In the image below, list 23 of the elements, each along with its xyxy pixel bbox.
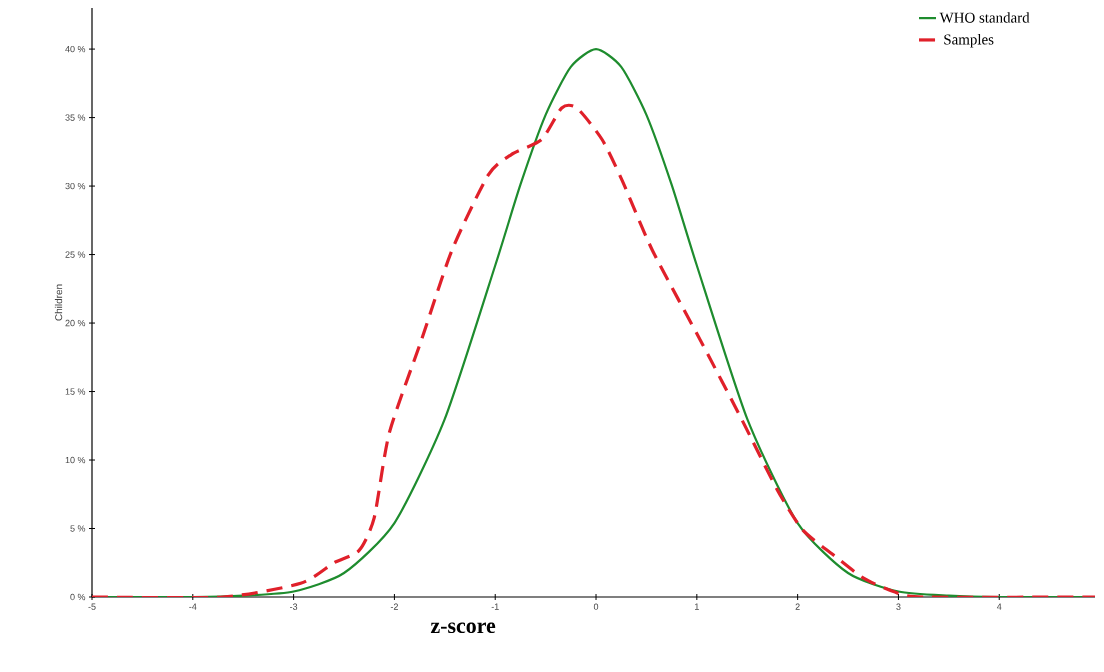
legend-label: WHO standard — [939, 12, 1030, 23]
legend-label: Samples — [944, 34, 994, 48]
x-tick-label: 0 — [593, 603, 599, 610]
y-tick-label: 40 % — [65, 45, 86, 53]
y-tick-label: 5 % — [70, 525, 86, 532]
y-tick-label: 15 % — [65, 388, 86, 395]
x-tick-label: -3 — [290, 603, 298, 610]
y-tick-label: 10 % — [65, 456, 86, 464]
y-tick-label: 25 % — [65, 251, 86, 258]
x-tick-label: 4 — [996, 603, 1002, 610]
x-axis-title: z-score — [430, 622, 496, 634]
x-tick-label: -5 — [88, 603, 96, 610]
x-tick-label: 3 — [896, 603, 901, 610]
x-tick-label: -2 — [390, 603, 398, 610]
y-tick-label: 20 % — [65, 319, 86, 327]
x-tick-label: 1 — [695, 603, 699, 610]
y-tick-label: 0 % — [70, 593, 86, 601]
x-tick-label: -1 — [491, 603, 499, 610]
x-tick-label: -4 — [189, 603, 197, 610]
y-tick-label: 35 % — [65, 114, 86, 121]
y-tick-label: 30 % — [65, 182, 86, 190]
y-axis-title: Children — [54, 284, 63, 321]
x-tick-label: 2 — [795, 603, 800, 610]
